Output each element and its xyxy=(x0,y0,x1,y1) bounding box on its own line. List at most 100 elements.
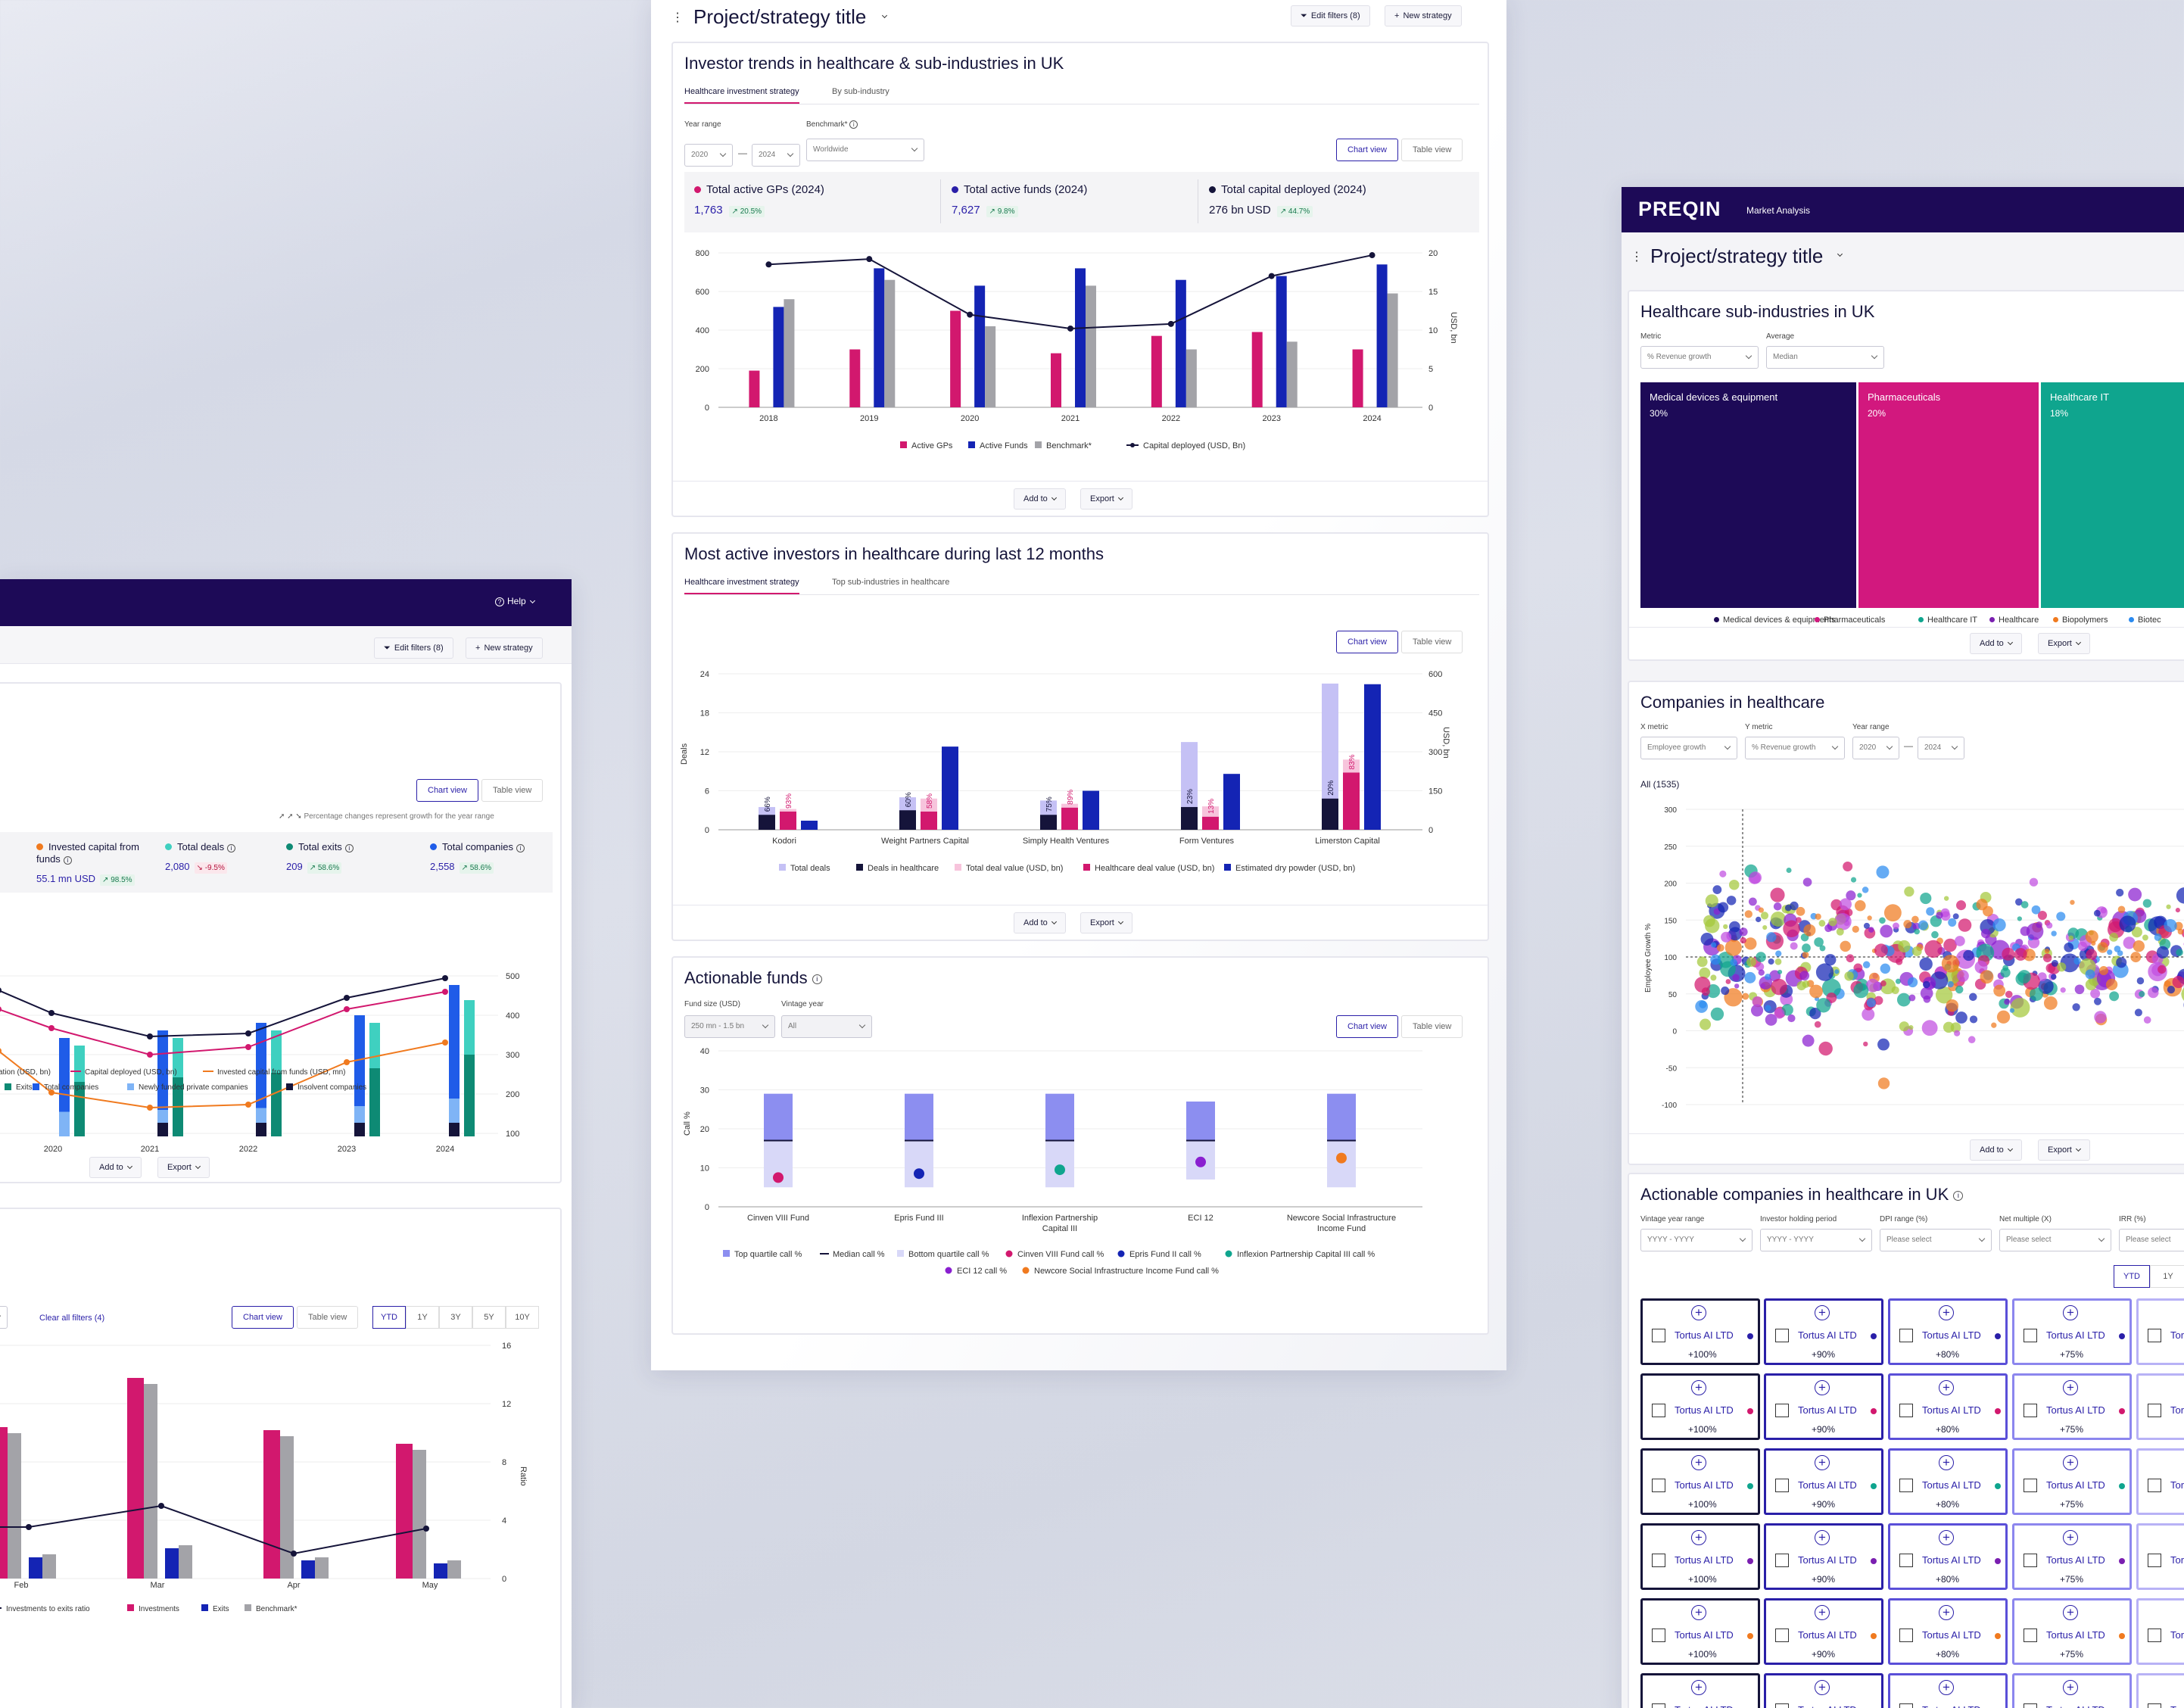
year-to-select[interactable]: 2024 xyxy=(1918,737,1964,759)
add-to-button[interactable]: Add to xyxy=(89,1157,142,1178)
clear-filters-link[interactable]: Clear all filters (4) xyxy=(39,1314,105,1323)
add-circle-icon[interactable]: + xyxy=(1939,1530,1954,1545)
add-circle-icon[interactable]: + xyxy=(1691,1530,1706,1545)
company-card[interactable]: +Tortus AI LTD+90% xyxy=(1764,1298,1883,1365)
add-circle-icon[interactable]: + xyxy=(2063,1455,2078,1470)
add-circle-icon[interactable]: + xyxy=(1815,1680,1830,1695)
treemap-tile-1[interactable]: Pharmaceuticals 20% xyxy=(1858,382,2039,608)
add-circle-icon[interactable]: + xyxy=(1939,1605,1954,1620)
add-circle-icon[interactable]: + xyxy=(1939,1380,1954,1395)
company-card[interactable]: +Tortus AI LTD+75% xyxy=(2012,1673,2132,1708)
year-from-select[interactable]: 2020 xyxy=(684,144,733,167)
x-metric-select[interactable]: Employee growth xyxy=(1640,737,1737,759)
company-card[interactable]: +Tortus AI LTD xyxy=(2136,1598,2184,1665)
export-button[interactable]: Export xyxy=(1080,488,1133,510)
add-circle-icon[interactable]: + xyxy=(2063,1305,2078,1320)
market-analysis-nav[interactable]: Market Analysis xyxy=(1746,205,1811,216)
add-circle-icon[interactable]: + xyxy=(1691,1455,1706,1470)
fund-size-select[interactable]: 250 mn - 1.5 bn xyxy=(684,1015,775,1038)
company-card[interactable]: +Tortus AI LTD+100% xyxy=(1640,1298,1760,1365)
table-view-toggle[interactable]: Table view xyxy=(1401,631,1463,653)
add-circle-icon[interactable]: + xyxy=(1939,1305,1954,1320)
period-1y[interactable]: 1Y xyxy=(406,1306,439,1329)
chevron-down-icon[interactable] xyxy=(1837,251,1843,257)
period-ytd[interactable]: YTD xyxy=(372,1306,406,1329)
add-circle-icon[interactable]: + xyxy=(1939,1680,1954,1695)
company-card[interactable]: +Tortus AI LTD xyxy=(2136,1673,2184,1708)
benchmark-select[interactable]: Worldwide xyxy=(806,139,924,161)
new-strategy-button[interactable]: + New strategy xyxy=(466,637,543,659)
kebab-menu-icon[interactable]: ⋮ xyxy=(671,11,684,24)
add-circle-icon[interactable]: + xyxy=(1815,1530,1830,1545)
preqin-logo[interactable]: PREQIN xyxy=(1638,198,1721,220)
year-to-select[interactable]: 2024 xyxy=(752,144,800,167)
add-circle-icon[interactable]: + xyxy=(1691,1605,1706,1620)
export-button[interactable]: Export xyxy=(1080,912,1133,933)
treemap-tile-0[interactable]: Medical devices & equipment 30% xyxy=(1640,382,1856,608)
tab-top-sub-industries[interactable]: Top sub-industries in healthcare xyxy=(832,578,950,587)
table-view-toggle[interactable]: Table view xyxy=(1401,139,1463,161)
add-circle-icon[interactable]: + xyxy=(1691,1305,1706,1320)
company-card[interactable]: +Tortus AI LTD xyxy=(2136,1523,2184,1590)
period-10y[interactable]: 10Y xyxy=(506,1306,539,1329)
export-button[interactable]: Export xyxy=(157,1157,210,1178)
chart-view-toggle[interactable]: Chart view xyxy=(1336,631,1398,653)
add-to-button[interactable]: Add to xyxy=(1970,633,2022,654)
table-view-toggle[interactable]: Table view xyxy=(1401,1015,1463,1038)
company-card[interactable]: +Tortus AI LTD+90% xyxy=(1764,1523,1883,1590)
filter-select[interactable]: YYYY - YYYY xyxy=(1640,1229,1752,1251)
add-circle-icon[interactable]: + xyxy=(1815,1305,1830,1320)
export-button[interactable]: Export xyxy=(2038,633,2090,654)
export-button[interactable]: Export xyxy=(2038,1139,2090,1161)
metric-select[interactable]: % Revenue growth xyxy=(1640,346,1759,369)
company-card[interactable]: +Tortus AI LTD+100% xyxy=(1640,1523,1760,1590)
add-to-button[interactable]: Add to xyxy=(1014,488,1066,510)
chart-view-toggle[interactable]: Chart view xyxy=(1336,139,1398,161)
add-circle-icon[interactable]: + xyxy=(2063,1530,2078,1545)
filter-select[interactable]: Please select xyxy=(1880,1229,1992,1251)
add-circle-icon[interactable]: + xyxy=(1815,1455,1830,1470)
table-view-toggle[interactable]: Table view xyxy=(297,1306,359,1329)
period-1y[interactable]: 1Y xyxy=(2150,1265,2184,1288)
company-card[interactable]: +Tortus AI LTD+100% xyxy=(1640,1673,1760,1708)
company-card[interactable]: +Tortus AI LTD+90% xyxy=(1764,1448,1883,1515)
company-card[interactable]: + Tortus AI LTD +80% xyxy=(1888,1598,2008,1665)
add-to-button[interactable]: Add to xyxy=(1970,1139,2022,1161)
period-5y[interactable]: 5Y xyxy=(472,1306,506,1329)
filter-select[interactable]: Please select xyxy=(2119,1229,2184,1251)
add-circle-icon[interactable]: + xyxy=(1939,1455,1954,1470)
average-select[interactable]: Median xyxy=(1766,346,1884,369)
tab-healthcare-strategy[interactable]: Healthcare investment strategy xyxy=(684,87,799,104)
filter-select[interactable]: YYYY - YYYY xyxy=(1760,1229,1872,1251)
company-card[interactable]: +Tortus AI LTD+90% xyxy=(1764,1673,1883,1708)
period-3y[interactable]: 3Y xyxy=(439,1306,472,1329)
vintage-select[interactable]: All xyxy=(781,1015,872,1038)
add-circle-icon[interactable]: + xyxy=(2063,1605,2078,1620)
company-card[interactable]: +Tortus AI LTD+75% xyxy=(2012,1298,2132,1365)
new-strategy-button[interactable]: + New strategy xyxy=(1385,5,1462,26)
edit-filters-button[interactable]: ⏷ Edit filters (8) xyxy=(1291,5,1370,26)
y-metric-select[interactable]: % Revenue growth xyxy=(1745,737,1845,759)
add-circle-icon[interactable]: + xyxy=(2063,1680,2078,1695)
edit-filters-button[interactable]: ⏷ Edit filters (8) xyxy=(374,637,453,659)
company-card[interactable]: +Tortus AI LTD+100% xyxy=(1640,1448,1760,1515)
chart-view-toggle[interactable]: Chart view xyxy=(1336,1015,1398,1038)
add-circle-icon[interactable]: + xyxy=(1815,1605,1830,1620)
company-card[interactable]: +Tortus AI LTD+100% xyxy=(1640,1598,1760,1665)
company-card[interactable]: +Tortus AI LTD xyxy=(2136,1373,2184,1440)
company-card[interactable]: + Tortus AI LTD +80% xyxy=(1888,1448,2008,1515)
tab-by-sub-industry[interactable]: By sub-industry xyxy=(832,87,889,96)
company-card[interactable]: + Tortus AI LTD +80% xyxy=(1888,1373,2008,1440)
filter-select[interactable]: Please select xyxy=(1999,1229,2111,1251)
company-card[interactable]: +Tortus AI LTD xyxy=(2136,1298,2184,1365)
add-to-button[interactable]: Add to xyxy=(1014,912,1066,933)
company-card[interactable]: +Tortus AI LTD+75% xyxy=(2012,1373,2132,1440)
period-ytd[interactable]: YTD xyxy=(2114,1265,2150,1288)
help-menu[interactable]: ? Help xyxy=(495,596,535,606)
chart-view-toggle[interactable]: Chart view xyxy=(232,1306,294,1329)
filter-select-partial[interactable] xyxy=(0,1306,8,1329)
add-circle-icon[interactable]: + xyxy=(2063,1380,2078,1395)
company-card[interactable]: +Tortus AI LTD+75% xyxy=(2012,1448,2132,1515)
kebab-menu-icon[interactable]: ⋮ xyxy=(1631,251,1643,263)
chart-view-toggle[interactable]: Chart view xyxy=(416,779,478,802)
